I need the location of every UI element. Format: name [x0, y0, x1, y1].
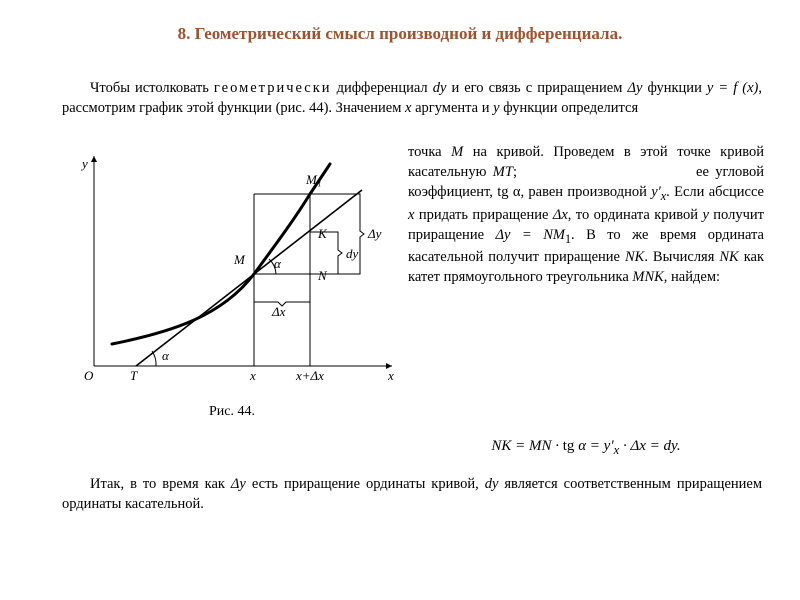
svg-text:x: x — [387, 368, 394, 383]
svg-text:O: O — [84, 368, 94, 383]
para-intro: Чтобы истолковать геометрически дифферен… — [62, 78, 762, 119]
figure-caption: Рис. 44. — [62, 404, 402, 420]
svg-text:T: T — [130, 368, 138, 383]
svg-text:x: x — [249, 368, 256, 383]
svg-text:Δy: Δy — [367, 226, 382, 241]
formula: NK = MN · tg α = y′x · Δx = dy. — [408, 438, 764, 458]
section-title: 8. Геометрический смысл производной и ди… — [0, 24, 800, 44]
para-bottom: Итак, в то время как Δy есть приращение … — [62, 474, 762, 515]
figure-diagram: y x O Tx x+Δx M M₁ K Nα α Δx dy Δy — [62, 146, 402, 402]
svg-text:K: K — [317, 226, 328, 241]
svg-text:α: α — [162, 348, 170, 363]
svg-text:x+Δx: x+Δx — [295, 368, 324, 383]
para-right: точка M на кривой. Проведем в этой точке… — [408, 142, 764, 287]
svg-text:M₁: M₁ — [305, 172, 321, 187]
svg-text:α: α — [274, 256, 282, 271]
svg-text:y: y — [80, 156, 88, 171]
svg-text:M: M — [233, 252, 246, 267]
svg-text:N: N — [317, 268, 328, 283]
svg-text:Δx: Δx — [271, 304, 286, 319]
svg-text:dy: dy — [346, 246, 359, 261]
